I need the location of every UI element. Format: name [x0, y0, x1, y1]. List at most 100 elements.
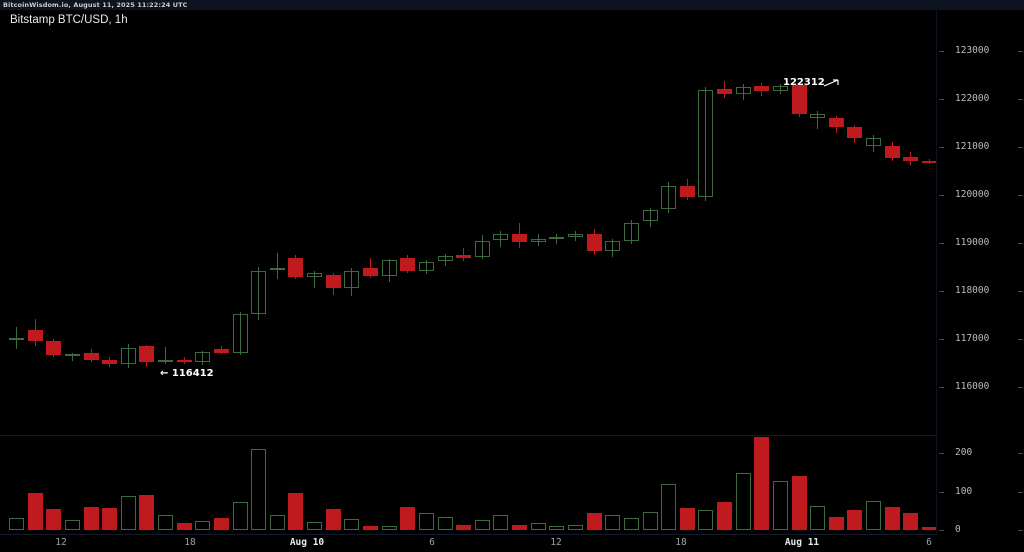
axis-tick — [1018, 291, 1023, 292]
axis-tick — [1018, 387, 1023, 388]
candle-wick — [351, 267, 352, 296]
time-axis[interactable]: 12 18 Aug 10 6 12 18 Aug 11 6 — [0, 535, 1024, 552]
candle-wick — [575, 231, 576, 242]
volume-bar — [28, 493, 43, 530]
candle-wick — [650, 208, 651, 227]
candle-body — [568, 234, 583, 238]
candle-wick — [240, 312, 241, 356]
candle-body — [326, 274, 341, 289]
volume-bar — [65, 520, 80, 530]
volume-bar — [382, 526, 397, 530]
candle-wick — [482, 235, 483, 260]
candle-body — [9, 338, 24, 341]
price-axis-label: 121000 — [955, 141, 990, 152]
candle-body — [493, 234, 508, 241]
volume-bar — [307, 521, 322, 530]
time-axis-label: 6 — [926, 537, 932, 548]
candle-wick — [705, 87, 706, 201]
volume-bar — [922, 526, 936, 530]
volume-bar — [288, 493, 303, 530]
volume-bar — [158, 515, 173, 530]
volume-bar — [84, 506, 99, 530]
candle-body — [624, 222, 639, 242]
axis-tick — [939, 453, 944, 454]
candle-wick — [277, 252, 278, 280]
axis-tick — [939, 51, 944, 52]
time-axis-label: Aug 10 — [289, 537, 325, 548]
axis-tick — [939, 243, 944, 244]
volume-bar — [233, 502, 248, 530]
candle-body — [363, 267, 378, 276]
axis-tick — [1018, 339, 1023, 340]
candle-wick — [165, 346, 166, 364]
volume-bar — [121, 496, 136, 530]
volume-bar — [139, 494, 154, 530]
volume-bar — [792, 476, 807, 530]
axis-tick — [1018, 453, 1023, 454]
price-chart-pane[interactable] — [0, 10, 936, 434]
volume-bar — [661, 483, 676, 530]
candle-body — [438, 256, 453, 262]
axis-tick — [939, 99, 944, 100]
axis-tick — [1018, 51, 1023, 52]
volume-bar — [885, 506, 900, 530]
volume-bar — [9, 518, 24, 530]
candle-wick — [16, 326, 17, 349]
volume-axis-label: 200 — [955, 447, 973, 458]
candle-body — [28, 330, 43, 341]
candle-body — [885, 146, 900, 158]
candle-wick — [780, 84, 781, 95]
price-axis-label: 122000 — [955, 93, 990, 104]
candle-wick — [500, 230, 501, 247]
volume-bar — [531, 523, 546, 530]
volume-bar — [829, 516, 844, 530]
candle-body — [251, 270, 266, 315]
candle-wick — [612, 239, 613, 258]
volume-bar — [419, 512, 434, 530]
watermark-bar: BitcoinWisdom.io, August 11, 2025 11:22:… — [0, 0, 1024, 11]
watermark-text: BitcoinWisdom.io, August 11, 2025 11:22:… — [3, 1, 188, 9]
volume-chart-pane[interactable] — [0, 437, 936, 534]
axis-tick — [1018, 530, 1023, 531]
axis-tick — [939, 147, 944, 148]
chart-title: Bitstamp BTC/USD, 1h — [10, 14, 128, 26]
candle-body — [177, 360, 192, 363]
candle-body — [680, 186, 695, 197]
volume-bar — [587, 512, 602, 530]
volume-bar — [102, 507, 117, 530]
price-axis[interactable]: 123000 122000 121000 120000 119000 118000 1170… — [936, 10, 1024, 552]
volume-bar — [698, 509, 713, 530]
volume-bar — [214, 517, 229, 530]
volume-bar — [344, 519, 359, 530]
volume-bar — [754, 437, 769, 530]
candle-wick — [389, 259, 390, 283]
candle-body — [810, 114, 825, 119]
volume-bar — [195, 520, 210, 530]
candle-body — [698, 90, 713, 197]
time-axis-label: 18 — [675, 537, 687, 548]
volume-bar — [456, 524, 471, 530]
candle-wick — [258, 267, 259, 320]
candle-body — [382, 260, 397, 276]
low-price-label: ← 116412 — [160, 368, 214, 379]
candle-body — [512, 234, 527, 243]
volume-bar — [847, 509, 862, 530]
axis-tick — [1018, 195, 1023, 196]
candle-body — [270, 267, 285, 270]
candle-wick — [873, 135, 874, 152]
candle-body — [531, 239, 546, 243]
volume-bar — [568, 525, 583, 530]
candle-body — [139, 346, 154, 363]
price-axis-label: 117000 — [955, 333, 990, 344]
high-price-label: 122312 — [783, 77, 825, 88]
candle-wick — [724, 80, 725, 99]
candle-body — [792, 84, 807, 115]
candle-body — [158, 360, 173, 363]
axis-tick — [1018, 147, 1023, 148]
time-axis-label: 12 — [55, 537, 67, 548]
candle-body — [661, 186, 676, 210]
candle-body — [400, 258, 415, 271]
candle-body — [773, 85, 788, 92]
volume-bar — [400, 506, 415, 530]
price-axis-label: 123000 — [955, 45, 990, 56]
